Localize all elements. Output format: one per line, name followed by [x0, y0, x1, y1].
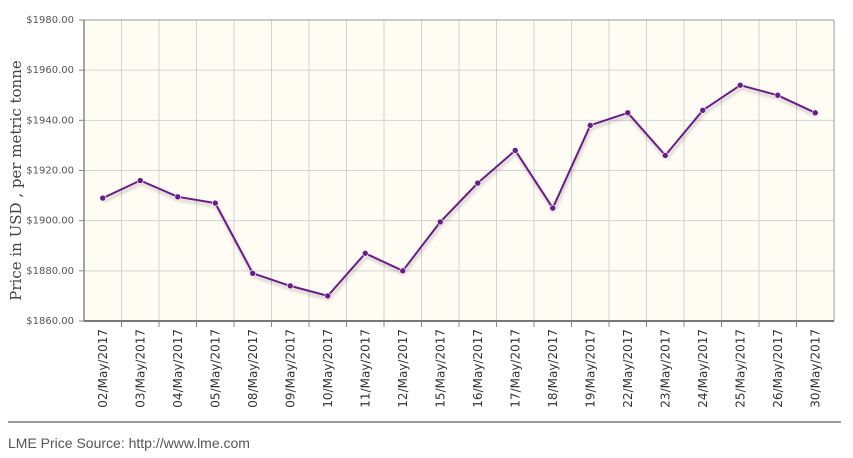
data-point — [662, 152, 668, 158]
data-point — [287, 283, 293, 289]
x-tick-label: 17/May/2017 — [508, 329, 522, 408]
data-point — [550, 205, 556, 211]
x-tick-label: 30/May/2017 — [808, 329, 822, 408]
data-point — [475, 180, 481, 186]
x-tick-label: 23/May/2017 — [658, 329, 672, 408]
x-tick-label: 04/May/2017 — [171, 329, 185, 408]
y-tick-label: $1860.00 — [26, 316, 74, 327]
line-chart: $1860.00 $1880.00 $1900.00 $1920.00 $1940.00… — [0, 0, 853, 422]
data-point — [700, 107, 706, 113]
y-axis-title: Price in USD , per metric tonne — [7, 60, 25, 301]
x-tick-label: 26/May/2017 — [771, 329, 785, 408]
x-tick-label: 18/May/2017 — [546, 329, 560, 408]
chart-container: $1860.00 $1880.00 $1900.00 $1920.00 $1940.00… — [0, 0, 853, 422]
x-tick-label: 05/May/2017 — [208, 329, 222, 408]
data-point — [625, 110, 631, 116]
data-point — [400, 268, 406, 274]
y-tick-label: $1940.00 — [26, 115, 74, 126]
y-tick-label: $1900.00 — [26, 216, 74, 227]
data-point — [212, 200, 218, 206]
data-point — [100, 195, 106, 201]
data-point — [437, 219, 443, 225]
y-tick-label: $1920.00 — [26, 166, 74, 177]
y-tick-label: $1980.00 — [26, 15, 74, 26]
data-point — [512, 147, 518, 153]
x-tick-label: 10/May/2017 — [321, 329, 335, 408]
x-tick-label: 19/May/2017 — [583, 329, 597, 408]
source-note: LME Price Source: http://www.lme.com — [8, 435, 250, 451]
x-tick-label: 09/May/2017 — [283, 329, 297, 408]
data-point — [325, 293, 331, 299]
x-tick-label: 22/May/2017 — [621, 329, 635, 408]
footer-divider — [8, 421, 841, 423]
data-point — [175, 194, 181, 200]
x-tick-label: 08/May/2017 — [246, 329, 260, 408]
data-point — [812, 110, 818, 116]
x-tick-label: 25/May/2017 — [733, 329, 747, 408]
data-point — [587, 122, 593, 128]
x-tick-label: 12/May/2017 — [396, 329, 410, 408]
x-tick-label: 03/May/2017 — [133, 329, 147, 408]
x-tick-label: 24/May/2017 — [696, 329, 710, 408]
data-point — [775, 92, 781, 98]
x-tick-label: 16/May/2017 — [471, 329, 485, 408]
x-tick-label: 15/May/2017 — [433, 329, 447, 408]
y-tick-label: $1960.00 — [26, 65, 74, 76]
data-point — [362, 250, 368, 256]
y-tick-label: $1880.00 — [26, 266, 74, 277]
data-point — [250, 270, 256, 276]
data-point — [737, 82, 743, 88]
x-tick-label: 02/May/2017 — [96, 329, 110, 408]
x-tick-label: 11/May/2017 — [358, 329, 372, 408]
data-point — [137, 178, 143, 184]
